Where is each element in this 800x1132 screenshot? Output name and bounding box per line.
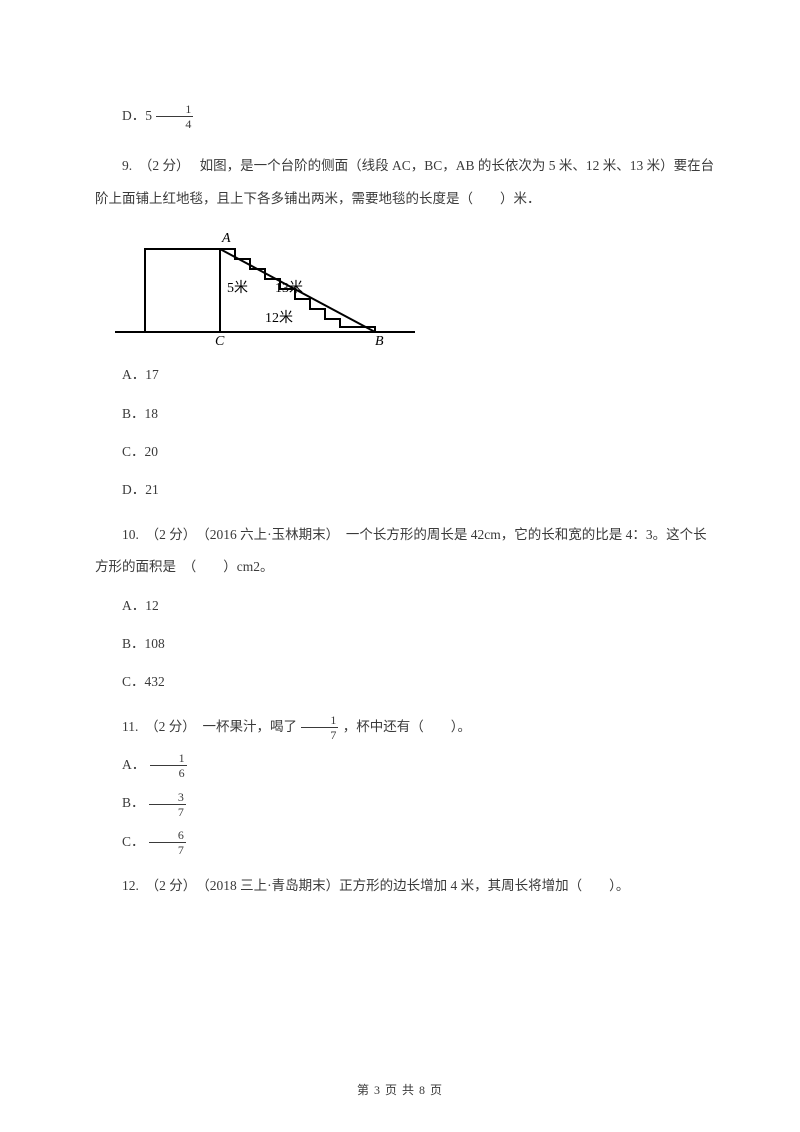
q8-d-fraction: 1 4 [155,103,194,130]
q11-frac: 1 7 [300,714,339,741]
q11-prompt-pre: 11. （2 分） 一杯果汁，喝了 [122,719,297,734]
len-12: 12米 [265,310,293,326]
q10-prompt: 10. （2 分） （2016 六上·玉林期末） 一个长方形的周长是 42cm，… [95,519,715,584]
q11-c-frac: 6 7 [148,829,187,856]
q8-option-d: D．5 1 4 [95,100,715,132]
q11-prompt-post: ，杯中还有（ ）。 [343,719,471,734]
label-A: A [221,231,231,246]
q11-opt-c: C． 6 7 [95,826,715,858]
q9-opt-a: A．17 [95,359,715,391]
len-13: 13米 [275,280,303,296]
q9-opt-d: D．21 [95,474,715,506]
q11-a-frac: 1 6 [149,752,188,779]
q10-opt-a: A．12 [95,590,715,622]
q9-opt-c: C．20 [95,436,715,468]
q9-diagram: A B C 5米 13米 12米 [115,227,415,347]
q11-opt-b: B． 3 7 [95,787,715,819]
q10-opt-c: C．432 [95,666,715,698]
q9-prompt: 9. （2 分） 如图，是一个台阶的侧面（线段 AC，BC，AB 的长依次为 5… [95,150,715,215]
q9-opt-b: B．18 [95,398,715,430]
q11-b-label: B． [122,795,145,810]
label-C: C [215,334,225,347]
label-B: B [375,334,384,347]
len-5: 5米 [227,280,248,296]
q11-c-label: C． [122,834,145,849]
q11-a-label: A． [122,757,145,772]
q8-d-prefix: D．5 [122,108,152,123]
q10-opt-b: B．108 [95,628,715,660]
q11-prompt: 11. （2 分） 一杯果汁，喝了 1 7 ，杯中还有（ ）。 [95,711,715,743]
page-footer: 第 3 页 共 8 页 [0,1081,800,1098]
q12-prompt: 12. （2 分） （2018 三上·青岛期末）正方形的边长增加 4 米，其周长… [95,870,715,902]
q11-b-frac: 3 7 [148,791,187,818]
q11-opt-a: A． 1 6 [95,749,715,781]
